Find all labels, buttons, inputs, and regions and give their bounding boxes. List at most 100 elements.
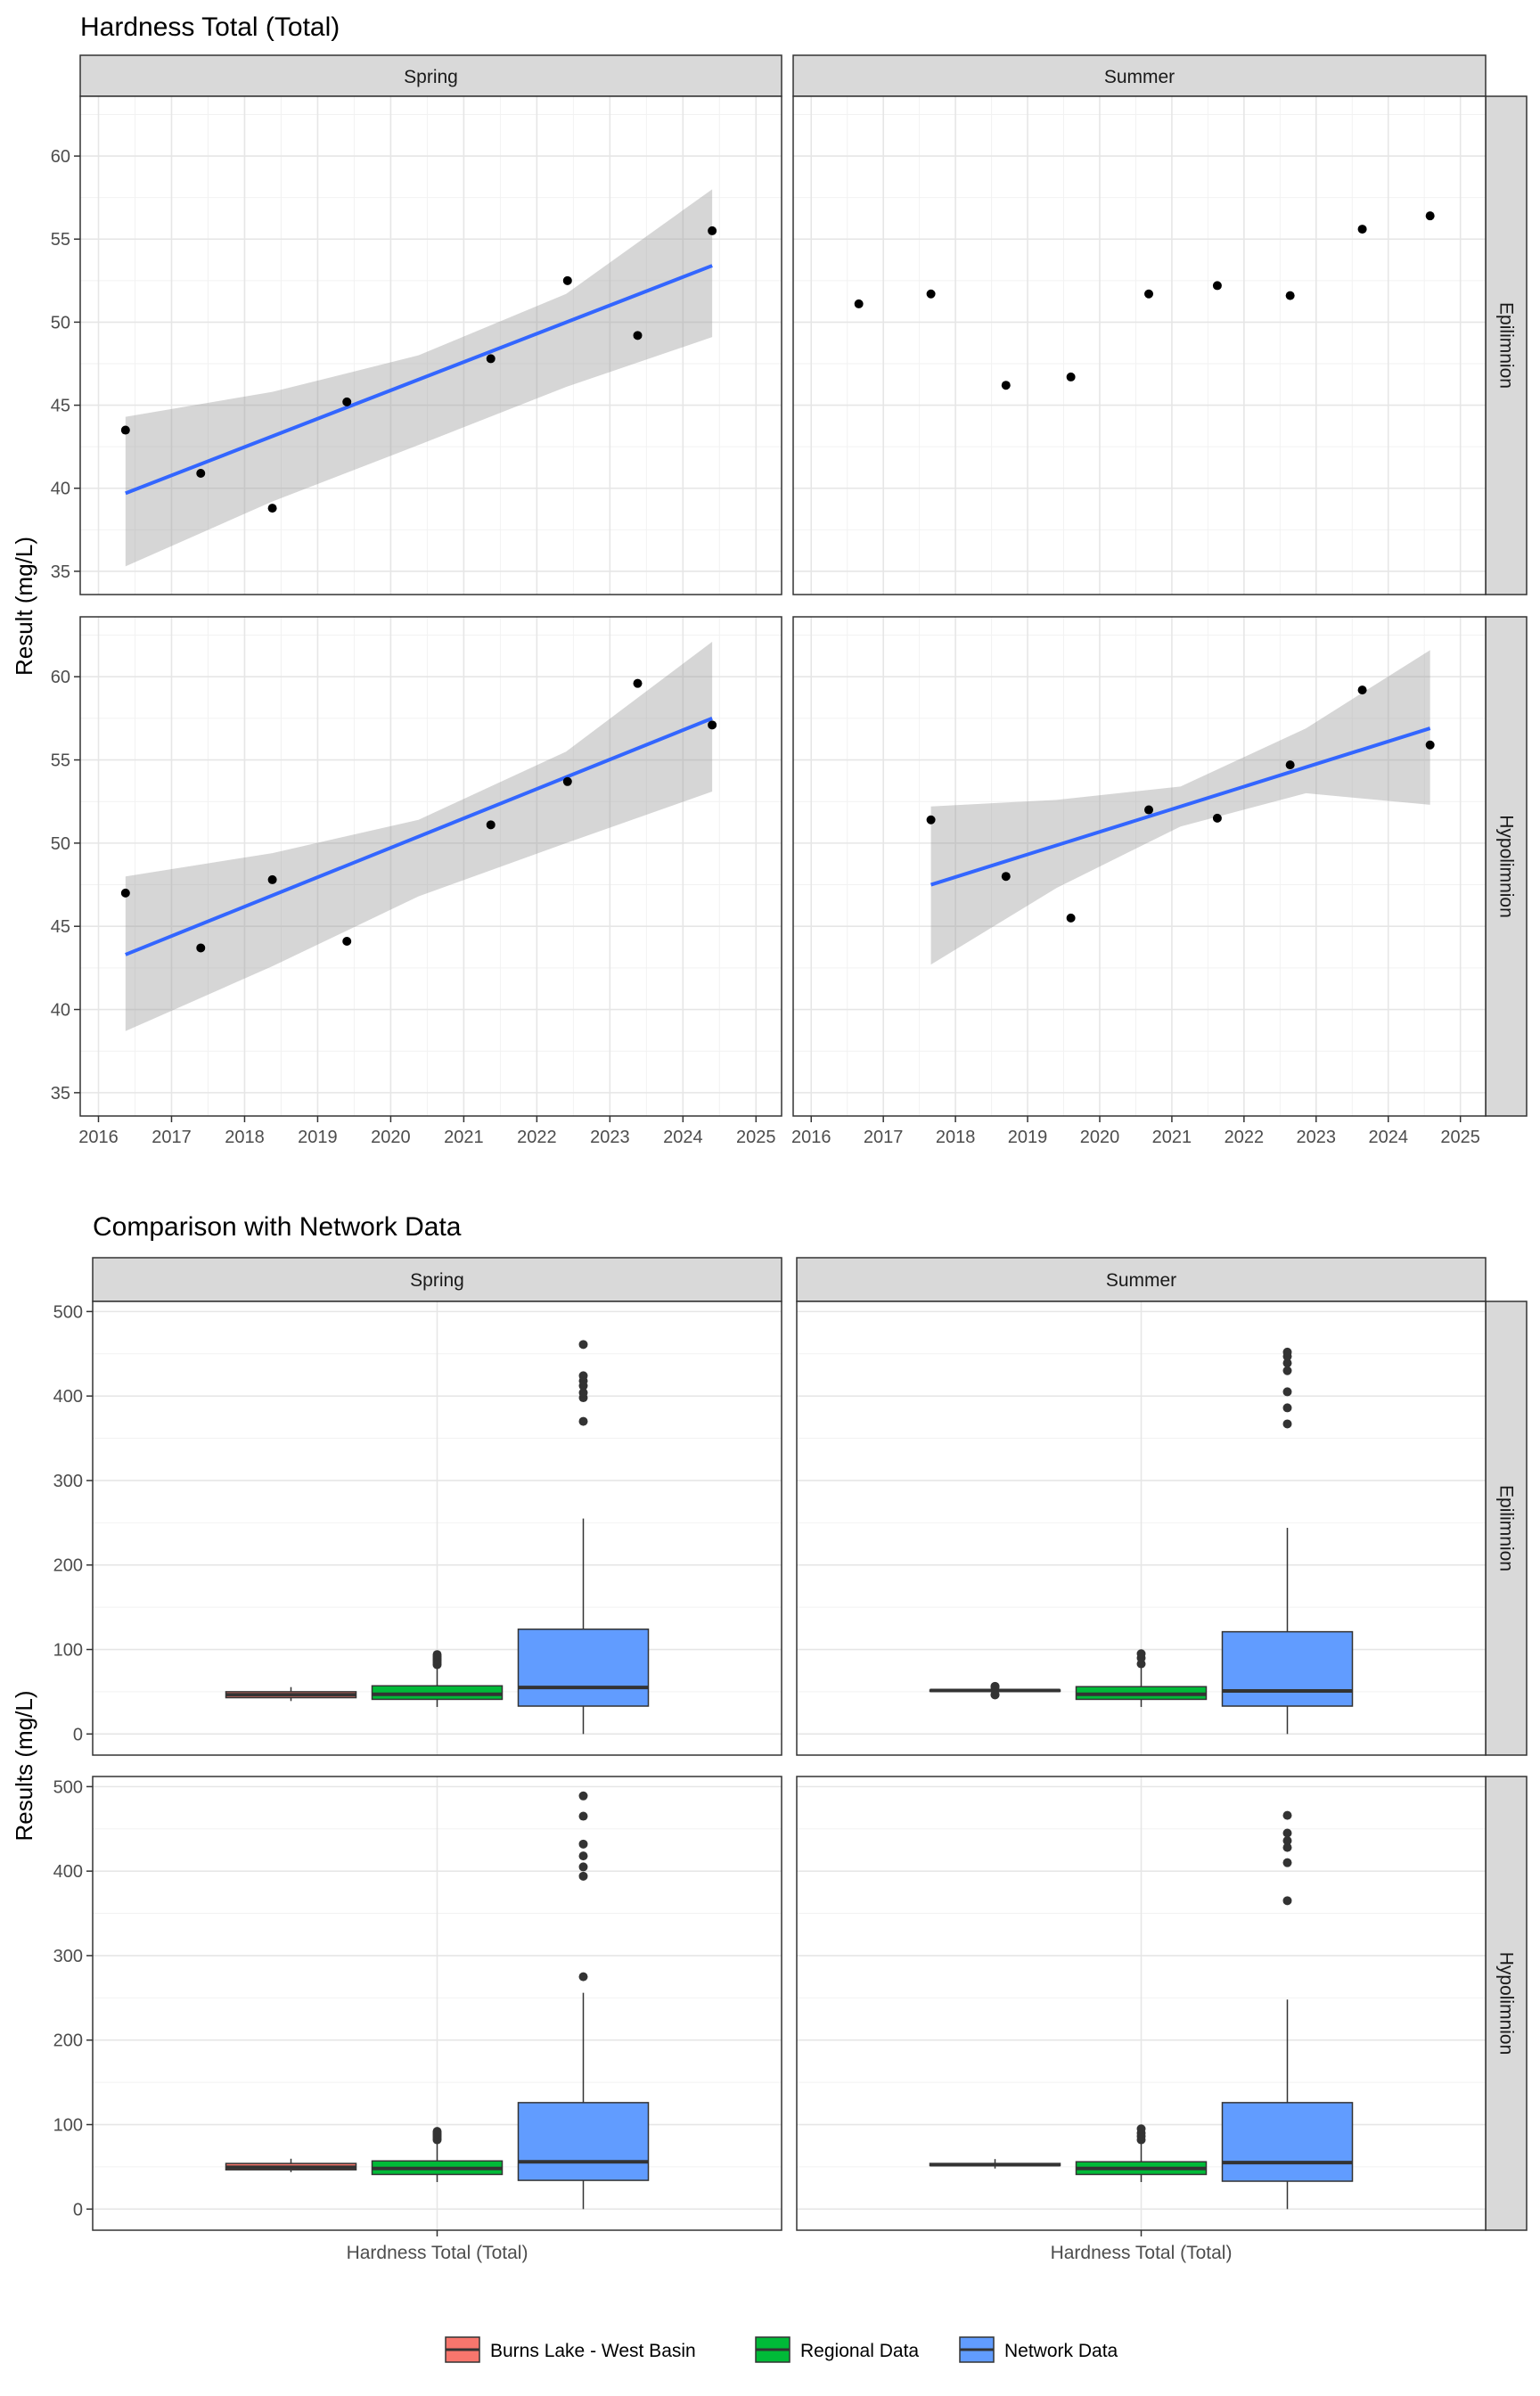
data-point (1066, 372, 1076, 382)
x-tick-label: 2023 (1297, 1128, 1337, 1147)
y-tick-label: 200 (53, 1556, 83, 1576)
x-tick-label: 2025 (1440, 1128, 1480, 1147)
y-tick-label: 40 (51, 1001, 70, 1021)
data-point (1357, 225, 1367, 234)
outlier-point (578, 1388, 588, 1398)
y-tick-label: 60 (51, 147, 70, 167)
x-tick-label: 2017 (864, 1128, 904, 1147)
outlier-point (1282, 1403, 1292, 1413)
x-tick-label: 2021 (1152, 1128, 1192, 1147)
panel-summer-hypolimnion (792, 616, 1487, 1117)
data-point (1144, 805, 1154, 815)
outlier-point (578, 1340, 588, 1350)
y-tick-label: 400 (53, 1862, 83, 1882)
data-point (1066, 913, 1076, 923)
x-tick-label: 2025 (736, 1128, 776, 1147)
facet-label-hypolimnion: Hypolimnion (1496, 815, 1517, 918)
outlier-point (578, 1851, 588, 1861)
data-point (196, 468, 206, 478)
y-tick-label: 45 (51, 397, 70, 416)
data-point (486, 354, 496, 364)
y-tick-label: 0 (73, 2200, 83, 2220)
panel-background (80, 96, 782, 595)
box-iqr (517, 1629, 650, 1707)
outlier-point (1282, 1358, 1292, 1368)
facet-strip-spring (79, 54, 782, 97)
panel-border (79, 616, 782, 1117)
x-tick-label: 2018 (936, 1128, 976, 1147)
y-tick-label: 300 (53, 1947, 83, 1966)
panel-background (793, 96, 1486, 595)
panel-summer-epilimnion (792, 95, 1487, 595)
data-point (1212, 281, 1222, 291)
y-tick-label: 50 (51, 313, 70, 332)
outlier-point (578, 1871, 588, 1881)
data-point (562, 776, 572, 786)
facet-strip-epilimnion (1485, 95, 1528, 595)
x-tick-label: 2021 (444, 1128, 484, 1147)
panel-border (792, 95, 1487, 595)
legend-label: Regional Data (800, 2341, 919, 2361)
facet-strip-epilimnion (1485, 1301, 1528, 1756)
outlier-point (1282, 1366, 1292, 1375)
x-tick-label: 2024 (1368, 1128, 1408, 1147)
data-point (342, 397, 352, 406)
data-point (1357, 685, 1367, 695)
x-tick-label: 2023 (590, 1128, 630, 1147)
y-tick-label: 40 (51, 480, 70, 499)
y-tick-label: 45 (51, 917, 70, 937)
panel-background (80, 617, 782, 1116)
legend-item-regional-data: Regional Data (755, 2336, 919, 2363)
legend-item-network-data: Network Data (959, 2336, 1118, 2363)
x-tick-label: 2019 (1008, 1128, 1048, 1147)
data-point (267, 504, 277, 513)
box-network-data (1221, 1810, 1354, 2210)
y-axis-label: Result (mg/L) (11, 537, 37, 676)
trend-chart: Hardness Total (Total) Spring Summer Epilim… (11, 12, 1528, 1147)
facet-strip-hypolimnion (1485, 1776, 1528, 2231)
data-point (1425, 740, 1435, 750)
outlier-point (990, 1690, 1000, 1700)
facet-label-summer: Summer (1104, 67, 1175, 87)
data-point (926, 289, 936, 299)
x-tick-label: 2024 (663, 1128, 703, 1147)
outlier-point (1282, 1836, 1292, 1846)
outlier-point (1282, 1896, 1292, 1906)
x-tick-label: 2016 (78, 1128, 119, 1147)
outlier-point (578, 1416, 588, 1426)
panel-spring-hypolimnion (92, 1776, 782, 2231)
data-point (1001, 381, 1011, 390)
box-iqr (517, 2102, 650, 2181)
x-tick-label: 2017 (152, 1128, 192, 1147)
outlier-point (578, 1839, 588, 1849)
chart-title: Comparison with Network Data (93, 1212, 462, 1242)
panel-border (792, 616, 1487, 1117)
facet-label-spring: Spring (404, 67, 458, 87)
facet-label-epilimnion: Epilimnion (1496, 1485, 1517, 1571)
box-burns-lake-west-basin (929, 1681, 1061, 1700)
trend-line (125, 264, 713, 496)
box-regional-data (1075, 2124, 1208, 2182)
outlier-point (990, 1681, 1000, 1691)
outlier-point (578, 1791, 588, 1801)
outlier-point (1282, 1858, 1292, 1867)
legend-label: Burns Lake - West Basin (490, 2341, 696, 2361)
data-point (1144, 289, 1154, 299)
data-point (120, 425, 130, 435)
box-iqr (1221, 1630, 1354, 1707)
outlier-point (1282, 1842, 1292, 1852)
outlier-point (1282, 1828, 1292, 1838)
data-point (342, 937, 352, 946)
x-tick-label: 2019 (298, 1128, 338, 1147)
data-point (1425, 211, 1435, 221)
y-tick-label: 35 (51, 1084, 70, 1104)
x-tick-label: 2020 (371, 1128, 411, 1147)
x-tick-label: Hardness Total (Total) (347, 2243, 528, 2263)
panel-spring-hypolimnion (79, 616, 782, 1117)
facet-label-hypolimnion: Hypolimnion (1496, 1952, 1517, 2055)
data-point (633, 331, 643, 341)
data-point (708, 720, 717, 730)
panel-border (796, 1301, 1487, 1756)
outlier-point (1282, 1387, 1292, 1397)
